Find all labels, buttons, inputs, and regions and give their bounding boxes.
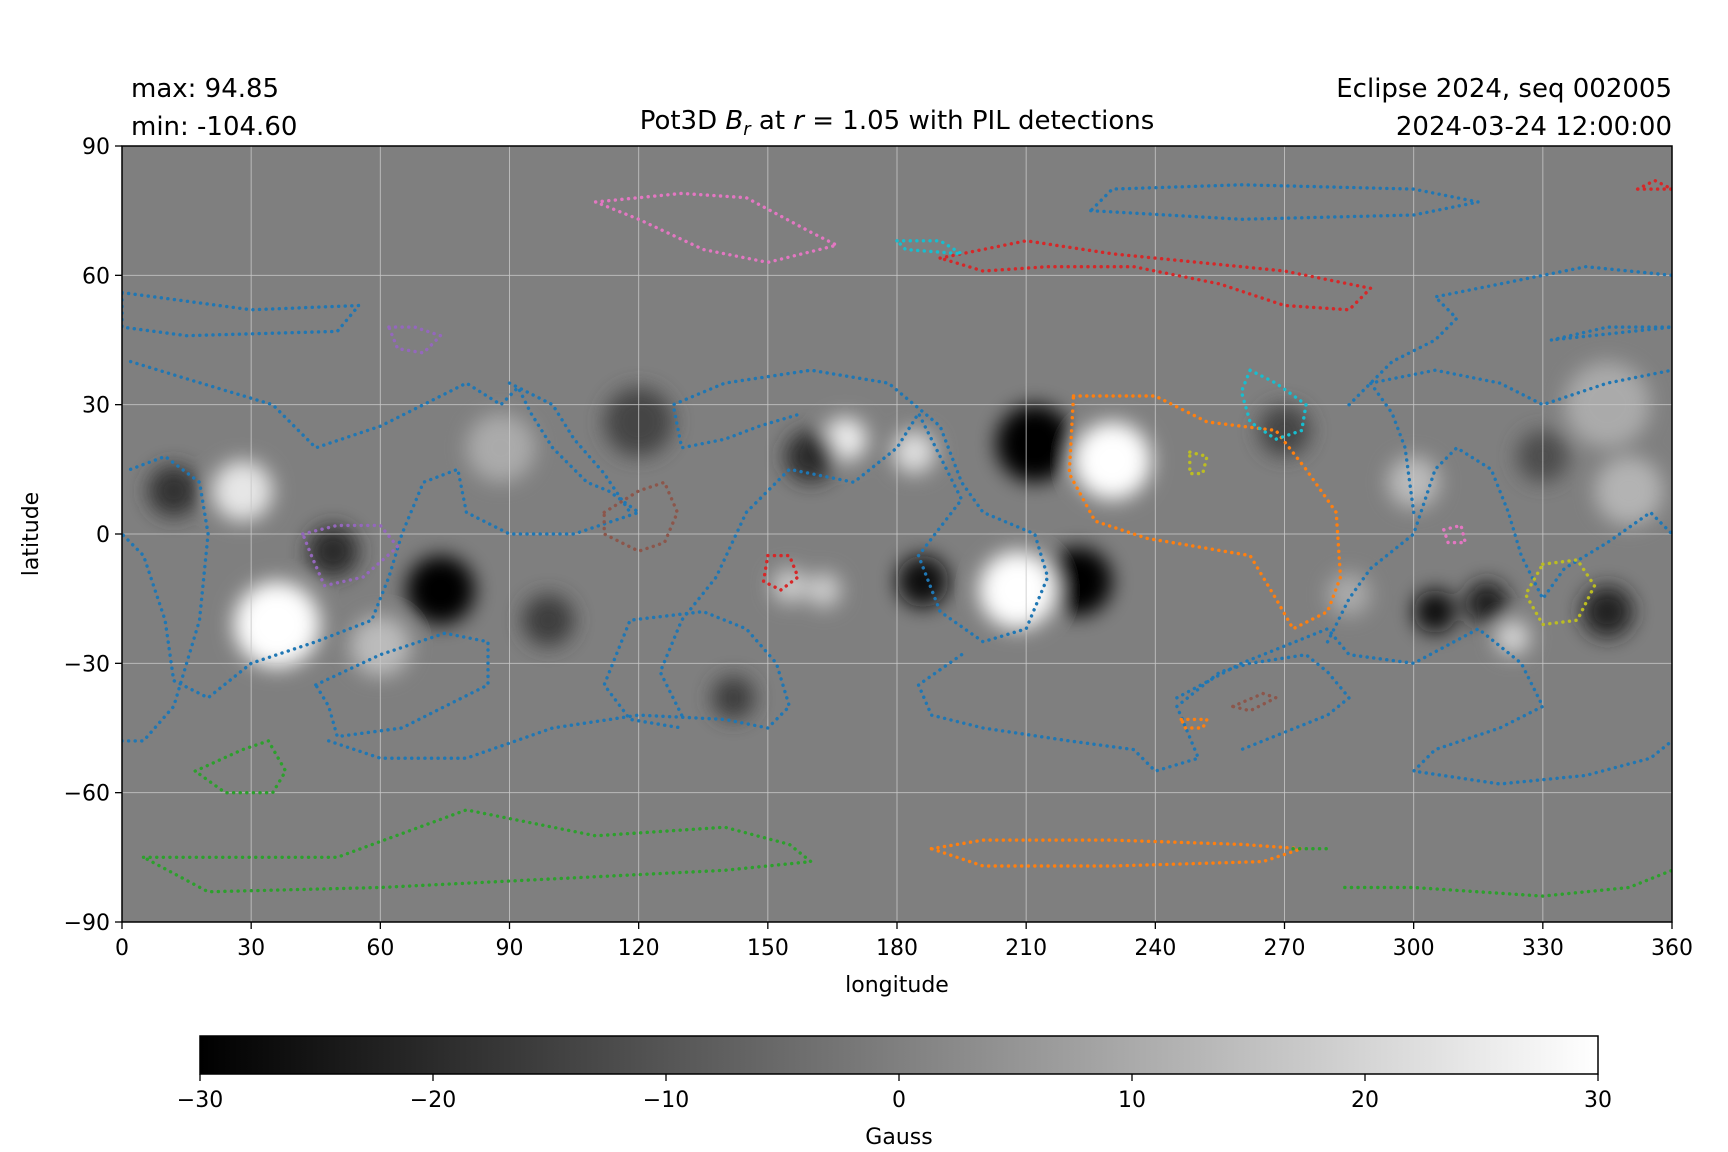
title-prefix: Pot3D [640,106,726,136]
pil-contour-26 [602,480,680,553]
field-blob-17 [147,465,200,517]
field-blob-29 [1594,456,1664,526]
field-blob-18 [307,525,359,578]
pil-contour-3 [507,381,632,515]
x-tick-label: 210 [1005,936,1047,961]
colorbar-label: Gauss [865,1125,932,1150]
field-blob-14 [1495,620,1530,655]
x-tick-label: 120 [618,936,660,961]
x-tick-label: 150 [747,936,789,961]
pil-contour-4 [314,631,490,739]
colorbar-tick-label: −10 [643,1088,689,1113]
colorbar-ticks: −30 −20 −10 0 10 20 30 [177,1074,1612,1113]
pil-contour-31 [1188,450,1209,476]
x-tick-label: 240 [1134,936,1176,961]
pil-contour-25 [387,325,443,355]
pil-contour-21 [938,239,1373,312]
colorbar: −30 −20 −10 0 10 20 30 Gauss [177,1035,1612,1150]
x-tick-label: 90 [496,936,524,961]
title-mid: at [751,106,794,136]
colorbar-tick-label: −20 [410,1088,456,1113]
colorbar-tick-label: 30 [1584,1088,1612,1113]
min-text: min: -104.60 [131,112,297,142]
pil-contour-32 [1239,368,1308,441]
title-suffix: = 1.05 with PIL detections [804,106,1154,136]
pil-contour-8 [1175,627,1672,786]
x-tick-label: 300 [1393,936,1435,961]
field-blob-19 [522,594,575,647]
x-tick-label: 60 [366,936,394,961]
colorbar-tick-label: −30 [177,1088,223,1113]
field-blob-3 [978,551,1057,629]
field-blob-5 [233,581,321,668]
field-blob-16 [806,572,842,608]
pil-contours [122,178,1672,898]
colorbar-gradient [199,1035,1599,1075]
title-symbol: B [725,106,743,136]
x-tick-label: 360 [1651,936,1693,961]
field-blob-9 [892,430,936,474]
y-tick-label: −30 [64,652,110,677]
pil-contour-9 [1325,446,1672,644]
pil-contour-10 [1347,265,1672,407]
x-tick-label: 270 [1264,936,1306,961]
x-axis-ticks: 0 30 60 90 120 150 180 210 240 270 300 330 360 [115,922,1693,961]
pil-contour-18 [193,739,288,795]
x-tick-label: 0 [115,936,129,961]
pil-contour-24 [301,523,400,588]
plot-area [121,145,1673,923]
pil-contour-30 [1523,558,1597,627]
field-blob-4 [406,555,476,625]
colorbar-tick-label: 20 [1351,1088,1379,1113]
pil-contour-6 [658,368,1050,717]
field-blob-12 [1465,581,1509,625]
y-tick-label: 30 [82,394,110,419]
y-tick-label: −90 [64,911,110,936]
x-axis-label: longitude [845,973,949,998]
y-axis-label: latitude [19,492,44,576]
pil-contour-27 [1231,691,1278,713]
y-tick-label: 0 [96,523,110,548]
field-blob-7 [897,555,949,608]
field-blob-0 [996,404,1074,483]
pil-contour-15 [929,838,1304,868]
max-text: max: 94.85 [131,74,279,104]
x-tick-label: 180 [876,936,918,961]
pil-contour-19 [1343,868,1672,898]
pil-contour-7 [916,653,1351,773]
colorbar-tick-label: 10 [1118,1088,1146,1113]
field-blob-13 [1581,585,1634,638]
pil-contour-0 [122,290,361,338]
field-blob-1 [1043,546,1113,616]
field-blob-6 [212,460,273,522]
field-blob-15 [772,568,807,603]
y-tick-label: −60 [64,782,110,807]
pil-contour-13 [1089,183,1481,222]
x-tick-label: 330 [1522,936,1564,961]
y-tick-label: 90 [82,135,110,160]
x-tick-label: 30 [237,936,265,961]
pil-contour-29 [1442,523,1468,545]
field-blob-11 [1413,590,1457,634]
pil-contour-5 [327,609,792,760]
right-header-line2: 2024-03-24 12:00:00 [1396,112,1672,142]
pil-contour-14 [1067,394,1343,631]
field-blob-2 [1073,421,1152,500]
right-header-line1: Eclipse 2024, seq 002005 [1336,74,1672,104]
y-axis-ticks: 90 60 30 0 −30 −60 −90 [64,135,122,936]
field-blob-20 [711,676,755,720]
field-blob-10 [785,430,837,483]
pil-contour-17 [141,808,813,894]
y-tick-label: 60 [82,264,110,289]
pil-contour-1 [122,359,641,700]
field-blobs [147,361,1664,720]
title-subscript: r [743,119,752,140]
pil-contour-11 [1368,368,1672,515]
title-r: r [793,106,806,136]
field-blob-22 [466,413,536,483]
chart-title: Pot3D Br at r = 1.05 with PIL detections [640,106,1155,140]
colorbar-tick-label: 0 [892,1088,906,1113]
